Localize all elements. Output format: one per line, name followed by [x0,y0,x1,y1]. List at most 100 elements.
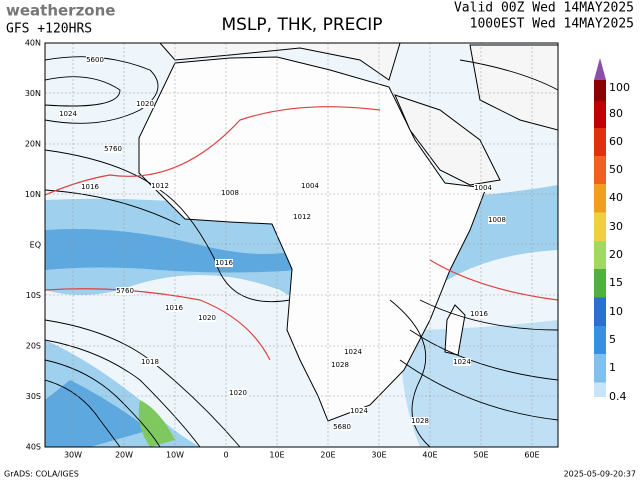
precip-core [45,229,300,273]
logo: weatherzone [6,2,115,20]
contour-label-bg [81,183,99,191]
colorbar-swatch [594,326,606,354]
contour-label-bg [293,213,311,221]
contour-label: 1016 [215,259,233,267]
lat-label: 30N [25,89,41,98]
lon-label: 30W [64,451,82,460]
lon-label: 10E [269,451,284,460]
lat-label: 40S [26,443,41,452]
contour-label: 1028 [331,361,349,369]
colorbar-label: 80 [609,107,623,120]
contour-label-bg [333,423,351,431]
contour-label: 1012 [151,182,169,190]
lat-label: 40N [25,39,41,48]
contour-label-bg [301,182,319,190]
contour-labels: 5600 1020 1024 5760 1016 1012 1008 1004 1012 1016… [59,56,506,431]
contour-label-bg [331,361,349,369]
colorbar-swatch [594,128,606,156]
colorbar-label: 20 [609,248,623,261]
colorbar-label: 0.4 [609,390,627,403]
contour-label-bg [474,184,492,192]
contour-label-bg [86,56,104,64]
colorbar-cap [594,58,606,80]
europe-coast [159,43,401,81]
lon-label: 60E [524,451,539,460]
local-time: 1000EST Wed 14MAY2025 [470,17,634,32]
contour-label: 1024 [344,348,362,356]
colorbar-label: 40 [609,191,623,204]
colorbar-swatch [594,241,606,269]
contour-label-bg [215,259,233,267]
contour-label: 1020 [229,389,247,397]
colorbar-swatch [594,212,606,241]
contour-label-bg [229,389,247,397]
contour-label-bg [344,348,362,356]
contour-label: 5680 [333,423,351,431]
colorbar-swatch [594,101,606,128]
colorbar-label: 30 [609,220,623,233]
colorbar-swatch [594,354,606,383]
precip-indian [400,320,558,447]
colorbar-label: 50 [609,163,623,176]
colorbar-swatch [594,269,606,298]
contour-label: 1018 [141,358,159,366]
contour-label: 1028 [411,417,429,425]
precip-south-core [45,380,150,447]
colorbar-swatch [594,184,606,213]
colorbar-swatch [594,382,606,397]
contour-label-bg [198,314,216,322]
map-title: MSLP, THK, PRECIP [221,15,382,35]
contour-label-bg [151,182,169,190]
lon-label: 50E [473,451,488,460]
contour-label: 1024 [59,110,77,118]
timestamp: 2025-05-09-20:37 [564,470,636,479]
colorbar-label: 10 [609,305,623,318]
contour-label: 1016 [470,310,488,318]
lon-label: 30E [371,451,386,460]
map-frame [44,42,559,448]
contour-label: 1012 [293,213,311,221]
lon-label: 20W [115,451,133,460]
isobars [45,56,558,447]
map: 5600 1020 1024 5760 1016 1012 1008 1004 1012 1016… [25,39,559,460]
contour-label-bg [350,407,368,415]
contour-label-bg [411,417,429,425]
lon-label: 40E [422,451,437,460]
contour-label-bg [141,358,159,366]
contour-label: 1004 [301,182,319,190]
colorbar: 100 80 60 50 40 30 20 15 10 5 1 0.4 [594,58,630,403]
colorbar-label: 15 [609,276,623,289]
colorbar-swatch [594,156,606,184]
colorbar-swatch [594,297,606,326]
lat-label: EQ [30,241,41,250]
colorbar-label: 1 [609,361,616,374]
lon-label: 10W [166,451,184,460]
colorbar-label: 5 [609,333,616,346]
axis-labels: 40N 30N 20N 10N EQ 10S 20S 30S 40S 30W 20W 10W 0 10E 2… [25,39,540,460]
contour-label: 1024 [453,358,471,366]
contour-label-bg [59,110,77,118]
contour-label: 1008 [221,189,239,197]
contour-label-bg [488,216,506,224]
colorbar-label: 100 [609,81,630,94]
contour-label-bg [221,189,239,197]
contour-label: 1024 [350,407,368,415]
contour-label-bg [470,310,488,318]
model-run: GFS +120HRS [6,22,92,37]
arabia-coast [394,94,501,186]
lat-label: 10S [26,291,41,300]
credit: GrADS: COLA/IGES [4,470,79,479]
colorbar-swatch [594,80,606,101]
lon-label: 0 [223,451,228,460]
contour-label-bg [165,304,183,312]
lat-label: 20S [26,342,41,351]
contour-label-bg [136,100,154,108]
thickness-lines [45,106,558,361]
contour-label-bg [104,145,122,153]
lon-label: 20E [320,451,335,460]
lat-label: 30S [26,392,41,401]
contour-label: 1020 [198,314,216,322]
contour-label: 5760 [104,145,122,153]
contour-label: 1020 [136,100,154,108]
